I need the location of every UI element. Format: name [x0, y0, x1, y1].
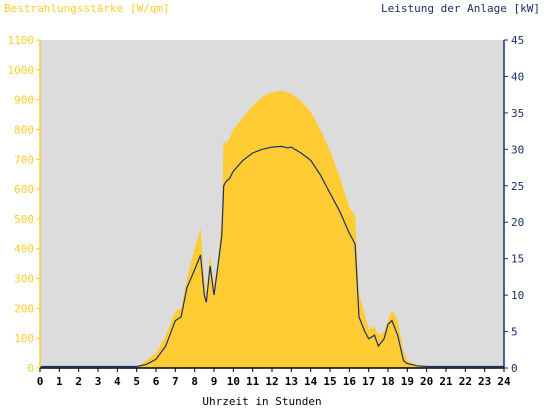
x-tick-label: 5 — [133, 375, 140, 388]
left-tick-label: 1000 — [8, 64, 35, 77]
x-tick-label: 8 — [191, 375, 198, 388]
right-tick-label: 30 — [511, 143, 524, 156]
left-tick-label: 300 — [14, 273, 34, 286]
right-tick-label: 10 — [511, 289, 524, 302]
right-tick-label: 35 — [511, 107, 524, 120]
x-tick-label: 13 — [285, 375, 298, 388]
x-tick-label: 17 — [362, 375, 375, 388]
right-tick-label: 0 — [511, 362, 518, 375]
right-tick-label: 25 — [511, 180, 524, 193]
x-tick-label: 23 — [478, 375, 491, 388]
x-axis-title: Uhrzeit in Stunden — [202, 395, 321, 408]
left-tick-label: 700 — [14, 153, 34, 166]
x-tick-label: 21 — [439, 375, 453, 388]
right-tick-label: 45 — [511, 34, 524, 47]
x-tick-label: 12 — [265, 375, 278, 388]
x-tick-label: 0 — [37, 375, 44, 388]
x-tick-label: 19 — [401, 375, 414, 388]
x-tick-label: 11 — [246, 375, 260, 388]
left-tick-label: 1100 — [8, 34, 35, 47]
x-tick-label: 7 — [172, 375, 179, 388]
x-tick-label: 4 — [114, 375, 121, 388]
right-tick-label: 20 — [511, 216, 524, 229]
power-line — [40, 145, 504, 368]
right-tick-label: 15 — [511, 253, 524, 266]
x-tick-label: 20 — [420, 375, 433, 388]
left-tick-label: 800 — [14, 123, 34, 136]
x-tick-label: 16 — [343, 375, 357, 388]
left-tick-label: 500 — [14, 213, 34, 226]
irradiance-area — [40, 90, 504, 368]
x-tick-label: 3 — [95, 375, 102, 388]
x-tick-label: 22 — [459, 375, 472, 388]
x-tick-label: 9 — [211, 375, 218, 388]
left-tick-label: 400 — [14, 243, 34, 256]
left-tick-label: 200 — [14, 302, 34, 315]
right-tick-label: 40 — [511, 70, 524, 83]
x-tick-label: 18 — [381, 375, 394, 388]
x-tick-label: 24 — [497, 375, 511, 388]
tick-labels: 0100200300400500600700800900100011000510… — [8, 34, 525, 388]
axes — [36, 39, 508, 372]
left-tick-label: 600 — [14, 183, 34, 196]
x-tick-label: 14 — [304, 375, 318, 388]
x-tick-label: 1 — [56, 375, 63, 388]
x-tick-label: 10 — [227, 375, 240, 388]
x-tick-label: 15 — [323, 375, 336, 388]
left-tick-label: 100 — [14, 332, 34, 345]
left-tick-label: 0 — [27, 362, 34, 375]
right-axis-title: Leistung der Anlage [kW] — [381, 2, 540, 15]
x-tick-label: 2 — [75, 375, 82, 388]
left-tick-label: 900 — [14, 94, 34, 107]
left-axis-title: Bestrahlungsstärke [W/qm] — [4, 2, 170, 15]
right-tick-label: 5 — [511, 326, 518, 339]
x-tick-label: 6 — [153, 375, 160, 388]
